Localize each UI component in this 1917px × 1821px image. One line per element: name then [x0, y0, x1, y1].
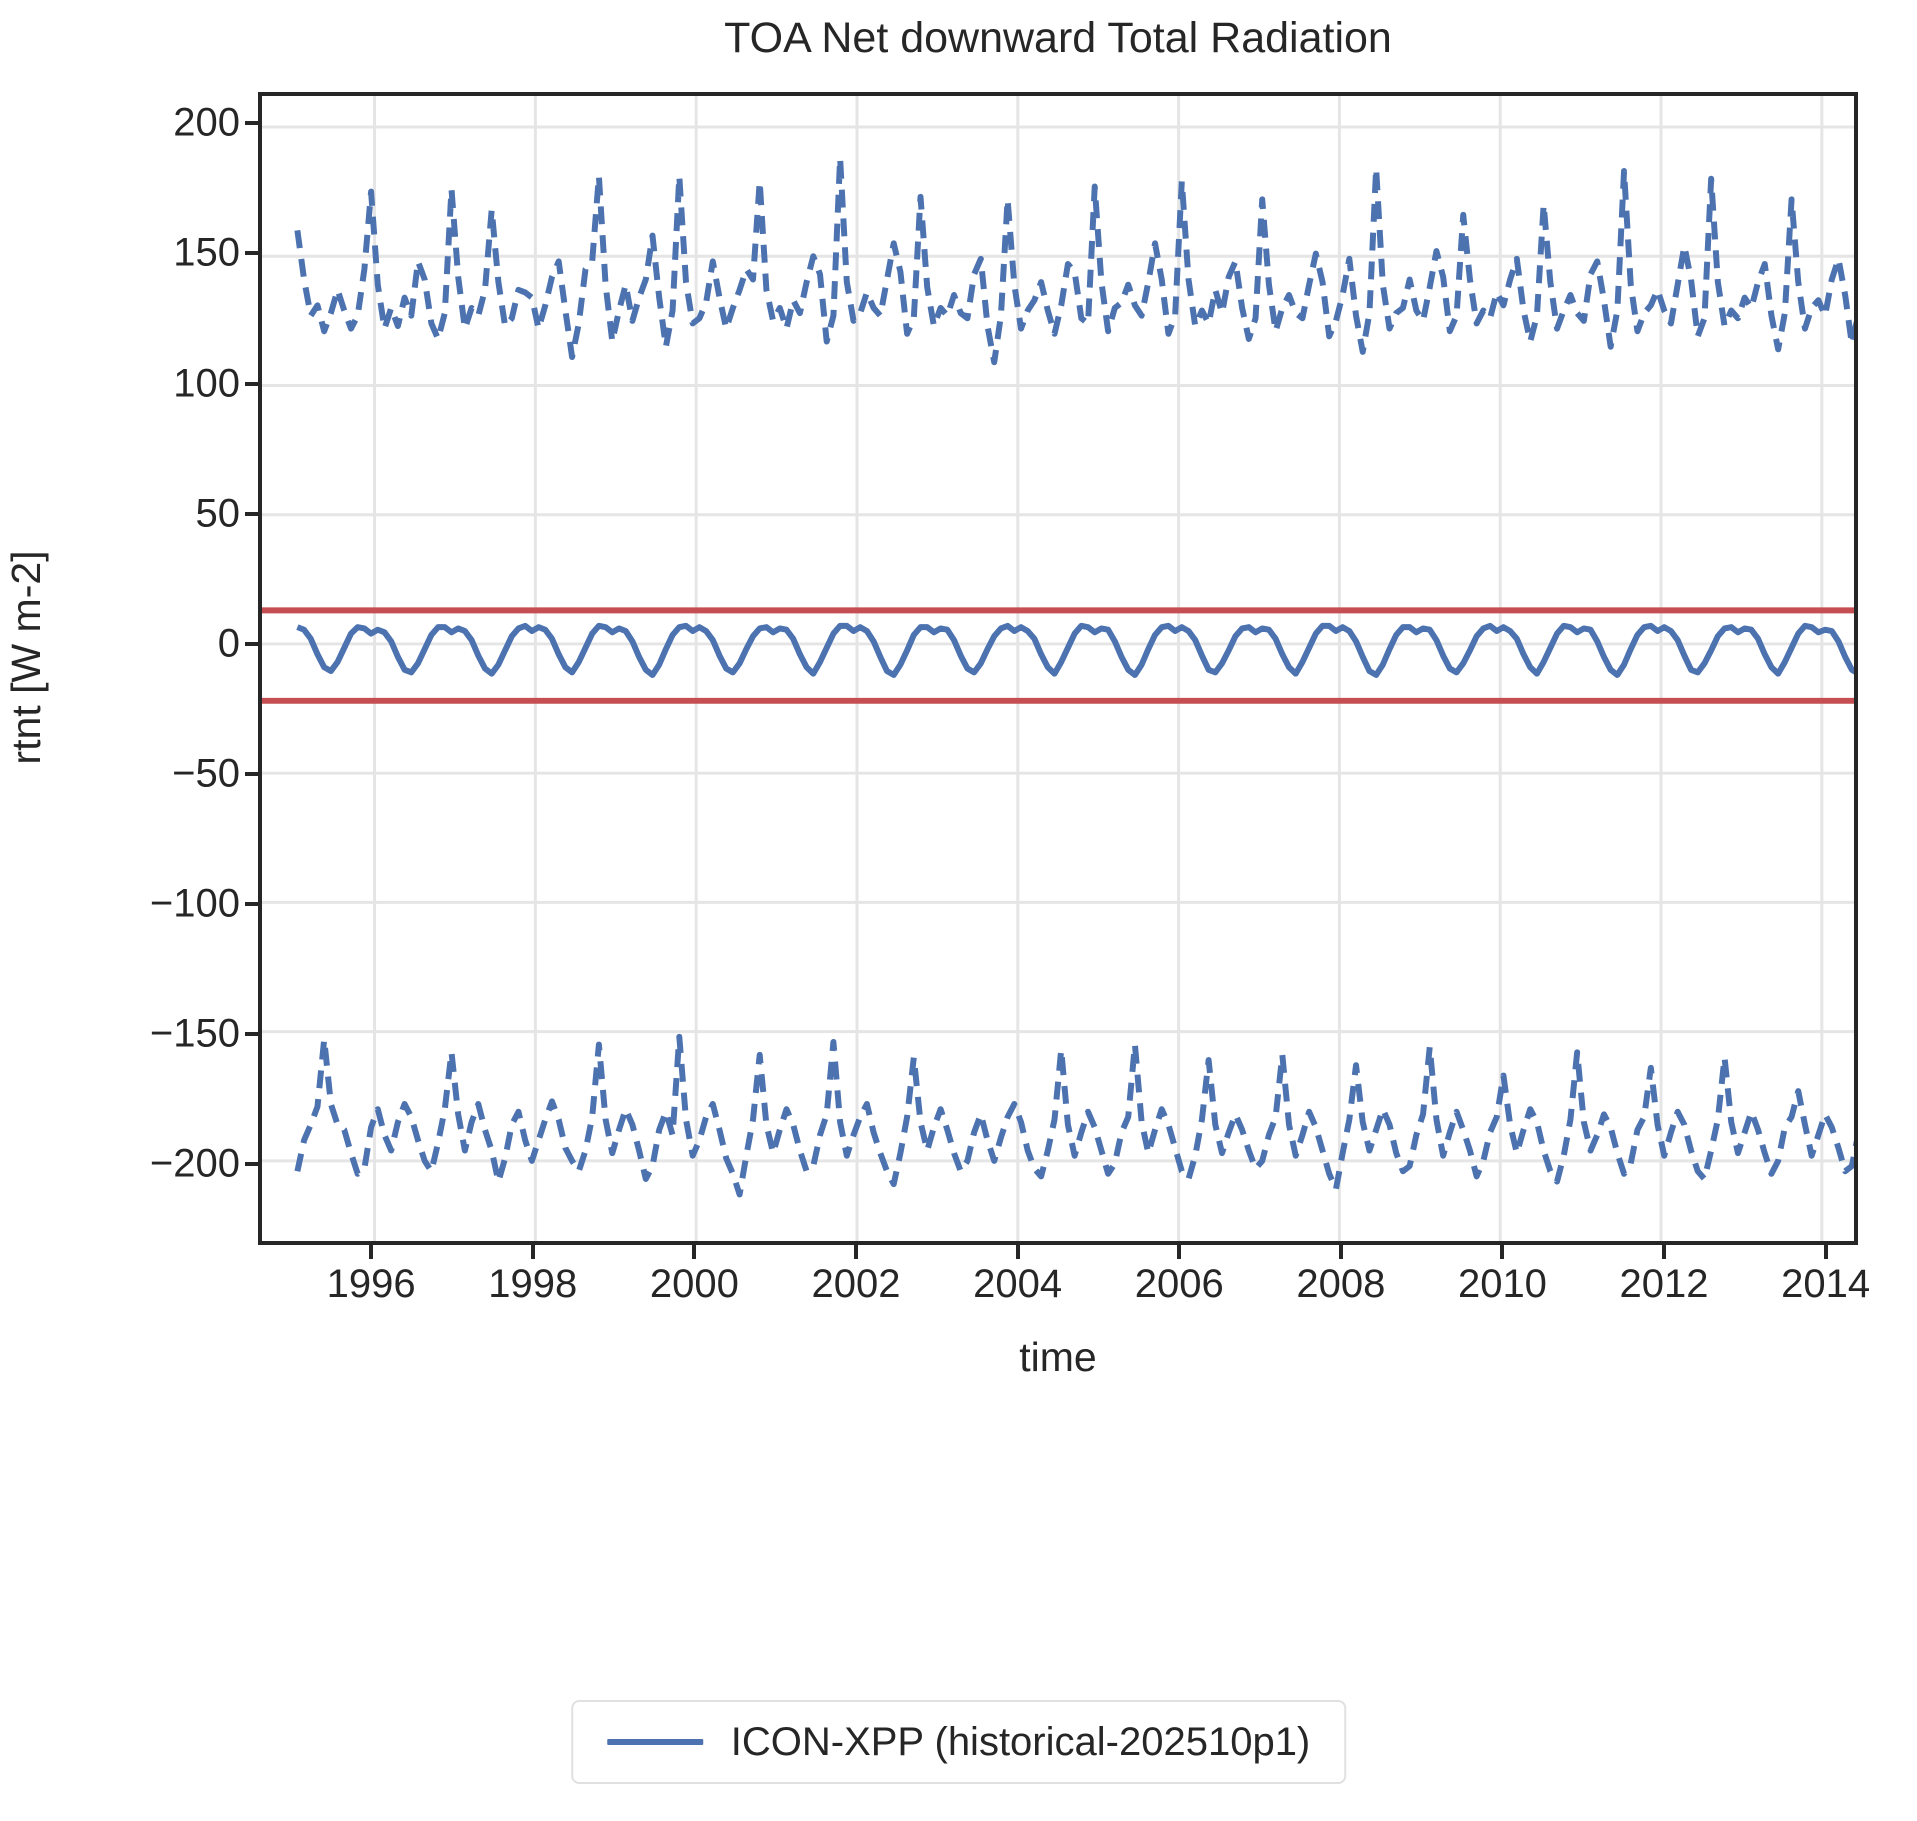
series-line-2 [294, 1033, 1854, 1198]
y-axis-tick-labels: 200 150 100 50 0 −50 −100 −150 −200 [70, 92, 240, 1245]
page-title: TOA Net downward Total Radiation [724, 14, 1392, 62]
y-tick-label: −150 [149, 1011, 240, 1056]
x-axis-tick-labels: 1996 1998 2000 2002 2004 2006 2008 2010 2012 2014 [258, 1262, 1871, 1322]
x-tick-label: 1998 [488, 1262, 578, 1306]
y-axis-tick-marks [245, 92, 258, 1245]
x-tick-label: 2002 [811, 1262, 901, 1306]
plot-svg [262, 96, 1854, 1241]
x-tick-mark [530, 1245, 535, 1259]
plot-area [258, 92, 1858, 1245]
x-tick-label: 2008 [1296, 1262, 1386, 1306]
x-tick-label: 2000 [649, 1262, 739, 1306]
y-tick-mark [245, 771, 258, 776]
y-tick-label: −100 [149, 881, 240, 926]
x-tick-mark [1823, 1245, 1828, 1259]
x-tick-mark [853, 1245, 858, 1259]
x-tick-mark [369, 1245, 374, 1259]
x-tick-label: 2012 [1619, 1262, 1709, 1306]
y-tick-mark [245, 641, 258, 646]
x-tick-label: 2010 [1457, 1262, 1547, 1306]
y-axis-title: rtnt [W m-2] [3, 550, 49, 765]
x-tick-mark [1015, 1245, 1020, 1259]
x-tick-label: 2004 [973, 1262, 1063, 1306]
y-tick-label: −200 [149, 1141, 240, 1186]
x-tick-label: 1996 [326, 1262, 416, 1306]
y-tick-mark [245, 121, 258, 126]
y-tick-mark [245, 1032, 258, 1037]
y-tick-mark [245, 381, 258, 386]
y-tick-label: 50 [195, 491, 241, 536]
x-tick-label: 2014 [1781, 1262, 1871, 1306]
y-tick-mark [245, 1162, 258, 1167]
x-tick-mark [1662, 1245, 1667, 1259]
chart-legend: ICON-XPP (historical-202510p1) [570, 1700, 1347, 1784]
data-series [294, 155, 1854, 1198]
y-tick-label: 200 [173, 100, 240, 145]
series-line-0 [294, 155, 1854, 366]
y-tick-mark [245, 511, 258, 516]
series-line-1 [296, 622, 1854, 678]
x-tick-mark [1338, 1245, 1343, 1259]
legend-line-icon [606, 1739, 703, 1745]
x-axis-title: time [1019, 1334, 1097, 1380]
x-tick-label: 2006 [1134, 1262, 1224, 1306]
legend-item-label: ICON-XPP (historical-202510p1) [730, 1720, 1311, 1764]
y-tick-label: 0 [217, 621, 240, 666]
grid-lines [262, 96, 1854, 1241]
y-tick-label: −50 [172, 751, 240, 796]
x-axis-tick-marks [258, 1245, 1858, 1259]
x-tick-mark [1177, 1245, 1182, 1259]
y-tick-label: 100 [173, 361, 240, 405]
x-tick-mark [1500, 1245, 1505, 1259]
y-tick-label: 150 [173, 230, 240, 275]
y-tick-mark [245, 902, 258, 907]
y-tick-mark [245, 251, 258, 256]
x-tick-mark [692, 1245, 697, 1259]
reference-lines [262, 607, 1854, 704]
